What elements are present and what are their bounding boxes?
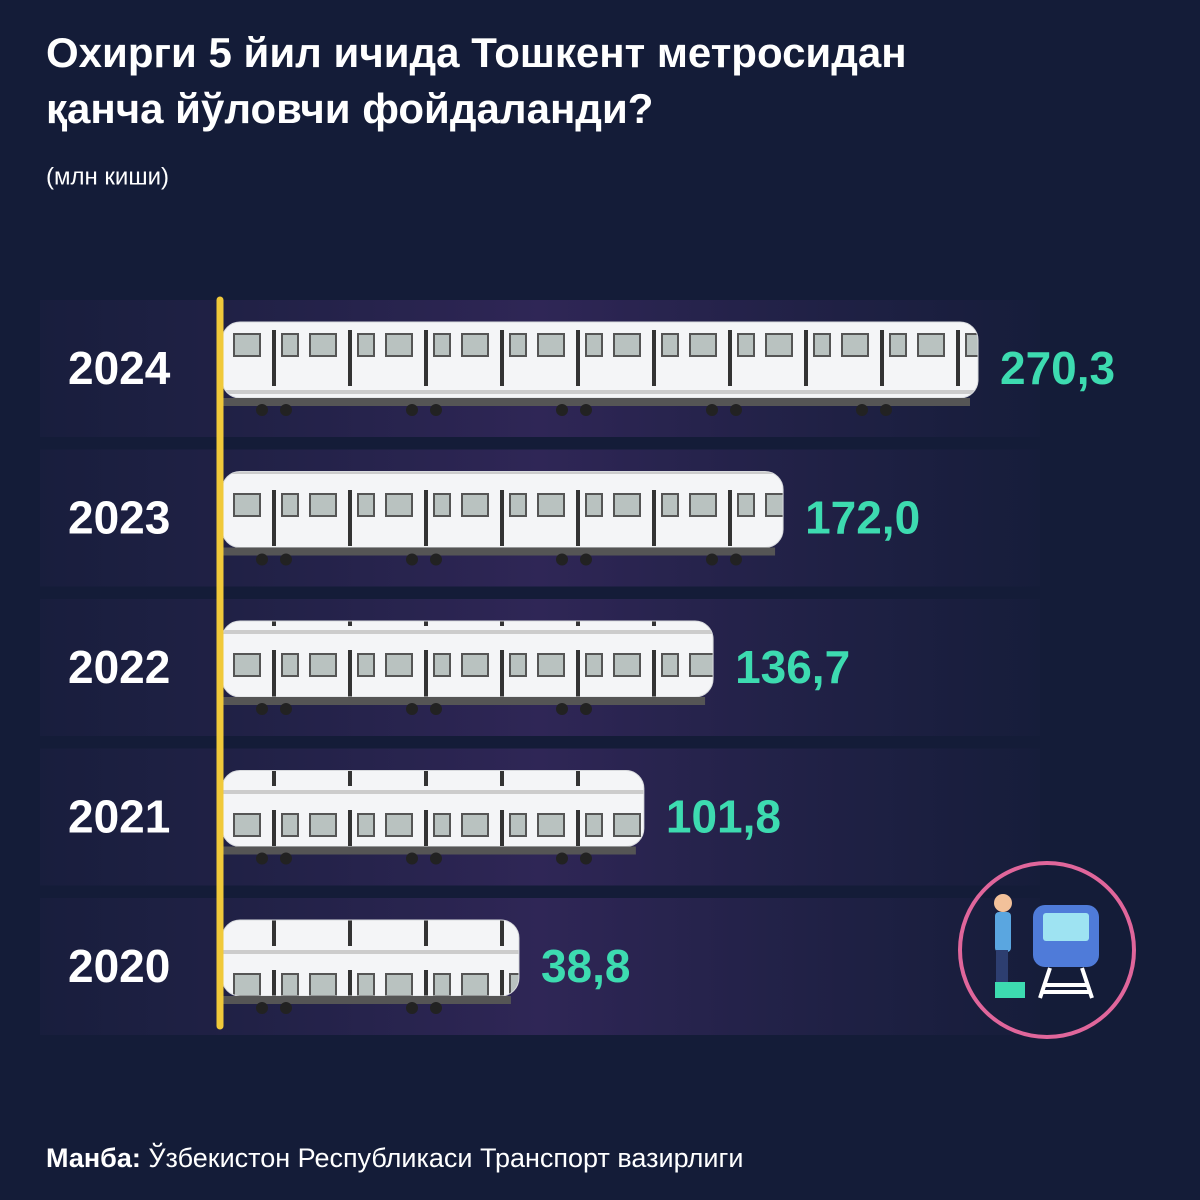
icon-person <box>994 894 1012 912</box>
train <box>221 471 784 566</box>
value-label: 172,0 <box>805 492 920 544</box>
train-wheel <box>556 703 568 715</box>
train-wheel <box>730 404 742 416</box>
train-wheel <box>256 852 268 865</box>
y-tick-label: 2021 <box>68 791 170 843</box>
icon-ring <box>958 861 1136 1039</box>
icon-rails <box>1038 967 1094 999</box>
train-underframe <box>222 547 776 556</box>
row-band <box>40 898 1040 1035</box>
title: Охирги 5 йил ичида Тошкент метросидан <box>46 29 907 76</box>
train-underframe <box>222 697 706 705</box>
train-wheel <box>280 1002 292 1014</box>
train-wheel <box>256 703 268 715</box>
source-label: Манба: <box>46 1143 141 1173</box>
train-underframe <box>222 996 511 1004</box>
train-wheel <box>406 404 418 416</box>
train-wheel <box>406 1002 418 1014</box>
train-wheel <box>556 553 568 566</box>
train-wheel <box>430 1002 442 1014</box>
y-tick-label: 2022 <box>68 641 170 693</box>
train-wheel <box>856 404 868 416</box>
subtitle: (млн киши) <box>46 163 169 190</box>
icon-person <box>995 912 1011 952</box>
train-wheel <box>256 553 268 566</box>
value-label: 136,7 <box>735 641 850 693</box>
train-wheel <box>580 404 592 416</box>
train-wheel <box>430 553 442 566</box>
icon-window <box>1043 913 1089 941</box>
value-label: 101,8 <box>666 791 781 843</box>
train-wheel <box>706 404 718 416</box>
bar <box>221 321 979 399</box>
icon-person <box>996 950 1008 984</box>
train-wheel <box>430 852 442 865</box>
train-wheel <box>406 852 418 865</box>
y-tick-label: 2020 <box>68 940 170 992</box>
train-wheel <box>580 553 592 566</box>
bar <box>221 620 714 698</box>
bar <box>221 919 520 997</box>
train <box>221 770 645 865</box>
icon-platform <box>995 982 1025 998</box>
title: қанча йўловчи фойдаланди? <box>46 85 653 132</box>
train-wheel <box>556 404 568 416</box>
train-wheel <box>406 553 418 566</box>
train-wheel <box>556 852 568 865</box>
train-underframe <box>222 846 636 855</box>
train-wheel <box>280 703 292 715</box>
value-label: 270,3 <box>1000 342 1115 394</box>
value-label: 38,8 <box>541 940 631 992</box>
train-wheel <box>730 553 742 566</box>
train <box>221 321 979 416</box>
rows: 2024 270,3 2023 172,0 2022 136,7 2021 101,8 2020… <box>40 300 1115 1035</box>
train-wheel <box>880 404 892 416</box>
y-tick-label: 2024 <box>68 342 171 394</box>
train <box>221 620 714 715</box>
train-wheel <box>280 852 292 865</box>
train-underframe <box>222 398 970 406</box>
train-wheel <box>580 852 592 865</box>
bar <box>221 471 784 548</box>
train-wheel <box>280 404 292 416</box>
train <box>221 919 520 1014</box>
train-wheel <box>430 703 442 715</box>
train-wheel <box>430 404 442 416</box>
train-wheel <box>256 404 268 416</box>
train-wheel <box>256 1002 268 1014</box>
source-text: Ўзбекистон Республикаси Транспорт вазирл… <box>148 1141 743 1173</box>
train-wheel <box>580 703 592 715</box>
train-wheel <box>406 703 418 715</box>
train-wheel <box>280 553 292 566</box>
bar <box>221 770 645 847</box>
y-tick-label: 2023 <box>68 492 170 544</box>
metro-icon <box>958 861 1136 1039</box>
source: Манба: Ўзбекистон Республикаси Транспорт… <box>46 1141 743 1173</box>
train-wheel <box>706 553 718 566</box>
